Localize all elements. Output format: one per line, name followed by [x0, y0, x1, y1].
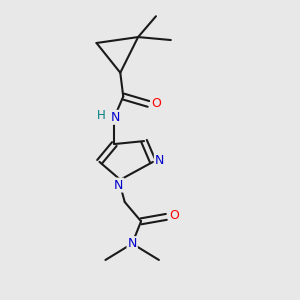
Text: N: N	[114, 178, 124, 192]
Text: H: H	[97, 109, 105, 122]
Text: O: O	[169, 209, 179, 222]
Text: N: N	[128, 237, 137, 250]
Text: O: O	[151, 98, 161, 110]
Text: N: N	[111, 111, 121, 124]
Text: N: N	[155, 154, 164, 167]
